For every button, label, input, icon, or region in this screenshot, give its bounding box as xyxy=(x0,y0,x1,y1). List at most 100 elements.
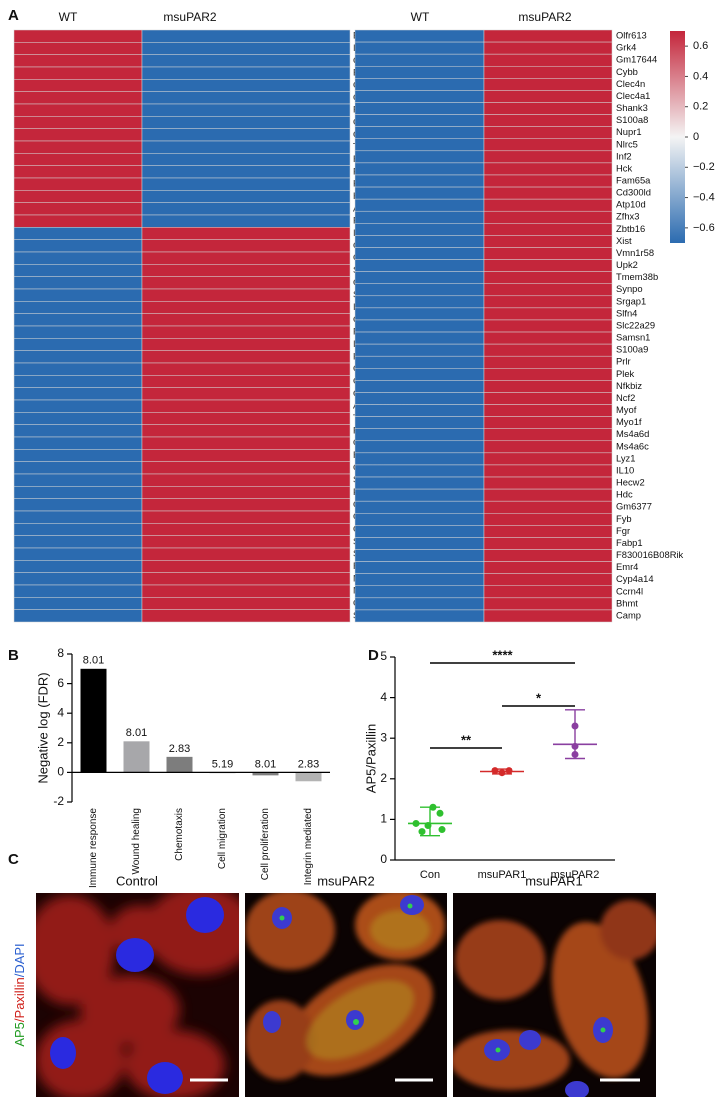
gene-label: Nlrc5 xyxy=(616,138,638,149)
heatmap-cell xyxy=(13,338,143,351)
heatmap-cell xyxy=(354,464,485,478)
gene-label: Zfhx3 xyxy=(616,211,639,222)
heatmap-cell xyxy=(483,428,613,442)
heatmap-cell xyxy=(483,295,613,309)
heatmap-cell xyxy=(354,513,485,526)
heatmap-cell xyxy=(141,535,351,549)
heatmap-cell xyxy=(13,276,143,290)
gene-label: S100a8 xyxy=(616,114,648,125)
gene-label: Nupr1 xyxy=(616,126,642,137)
heatmap-cell xyxy=(13,91,143,105)
heatmap-cell xyxy=(354,440,485,454)
heatmap-cell xyxy=(13,547,143,561)
gene-label: Gm6377 xyxy=(616,501,652,512)
heatmap-cell xyxy=(483,561,613,574)
channel-label: AP5/Paxillin/DAPI xyxy=(12,943,27,1046)
heatmap-cell xyxy=(354,65,485,79)
heatmap-cell xyxy=(483,488,613,502)
column-header: msuPAR2 xyxy=(163,10,216,24)
gene-label: Synpo xyxy=(616,283,643,294)
heatmap-cell xyxy=(13,128,143,142)
heatmap-cell xyxy=(141,313,351,327)
colorbar-tick-label: −0.2 xyxy=(693,161,715,173)
heatmap-cell xyxy=(483,585,613,599)
heatmap-cell xyxy=(354,597,485,611)
bar xyxy=(252,772,279,776)
gene-label: Olfr613 xyxy=(616,30,647,41)
gene-label: Fabp1 xyxy=(616,537,643,548)
heatmap-cell xyxy=(483,210,613,224)
heatmap-cell xyxy=(354,78,485,91)
heatmap-cell xyxy=(141,473,351,487)
heatmap-cell xyxy=(483,53,613,67)
bar-annotation: 5.19 xyxy=(212,758,233,770)
gene-label: S100a9 xyxy=(616,344,648,355)
y-tick-label: 6 xyxy=(57,676,64,690)
heatmap-cell xyxy=(141,584,351,598)
y-axis-label: Negative log (FDR) xyxy=(35,672,50,783)
gene-label: Myof xyxy=(616,404,637,415)
heatmap-cell xyxy=(13,116,143,129)
heatmap-cell xyxy=(483,500,613,514)
image-title: Control xyxy=(116,873,158,888)
heatmap-cell xyxy=(13,214,143,228)
heatmap-cell xyxy=(483,78,613,91)
image-title: msuPAR1 xyxy=(525,873,583,888)
panel-label: D xyxy=(368,647,379,664)
heatmap-cell xyxy=(483,235,613,248)
heatmap-cell xyxy=(13,165,143,179)
heatmap-cell xyxy=(354,186,485,200)
heatmap-cell xyxy=(13,153,143,166)
gene-label: Inf2 xyxy=(616,150,632,161)
heatmap-cell xyxy=(483,283,613,297)
heatmap-cell xyxy=(13,301,143,314)
heatmap-cell xyxy=(354,355,485,369)
heatmap-cell xyxy=(13,177,143,191)
data-point xyxy=(491,767,499,775)
heatmap-cell xyxy=(354,561,485,574)
gene-label: IL10 xyxy=(616,464,634,475)
heatmap-cell xyxy=(13,436,143,450)
heatmap-cell xyxy=(354,428,485,442)
data-point xyxy=(438,826,446,834)
heatmap-cell xyxy=(141,66,351,80)
heatmap-cell xyxy=(141,116,351,129)
heatmap-cell xyxy=(483,319,613,333)
heatmap-cell xyxy=(141,214,351,228)
bar xyxy=(123,741,150,773)
heatmap-cell xyxy=(354,585,485,599)
heatmap-cell xyxy=(141,54,351,68)
heatmap-cell xyxy=(141,239,351,253)
heatmap-cell xyxy=(354,500,485,514)
heatmap-cell xyxy=(483,307,613,321)
bar-annotation: 8.01 xyxy=(126,727,147,739)
gene-label: Cyp4a14 xyxy=(616,573,654,584)
y-tick-label: 4 xyxy=(380,690,387,704)
y-tick-label: 1 xyxy=(380,812,387,826)
gene-label: Slfn4 xyxy=(616,307,637,318)
heatmap-cell xyxy=(483,537,613,550)
gene-label: Fyb xyxy=(616,513,632,524)
heatmap-cell xyxy=(354,283,485,297)
heatmap-cell xyxy=(141,461,351,475)
heatmap-cell xyxy=(483,102,613,115)
gene-label: Cd300ld xyxy=(616,187,651,198)
y-tick-label: 8 xyxy=(57,646,64,660)
heatmap-cell xyxy=(13,597,143,610)
heatmap-cell xyxy=(13,375,143,388)
heatmap-cell xyxy=(483,525,613,538)
heatmap-cell xyxy=(354,549,485,562)
image-title: msuPAR2 xyxy=(317,873,375,888)
heatmap-cell xyxy=(141,91,351,105)
bar xyxy=(80,668,107,773)
gene-label: Xist xyxy=(616,235,632,246)
heatmap-cell xyxy=(483,440,613,454)
heatmap-cell xyxy=(354,392,485,405)
significance-label: ** xyxy=(461,732,472,747)
gene-label: Upk2 xyxy=(616,259,638,270)
heatmap-cell xyxy=(141,128,351,142)
heatmap-cell xyxy=(354,53,485,67)
heatmap-cell xyxy=(354,138,485,152)
heatmap-cell xyxy=(483,609,613,623)
heatmap-cell xyxy=(141,288,351,302)
